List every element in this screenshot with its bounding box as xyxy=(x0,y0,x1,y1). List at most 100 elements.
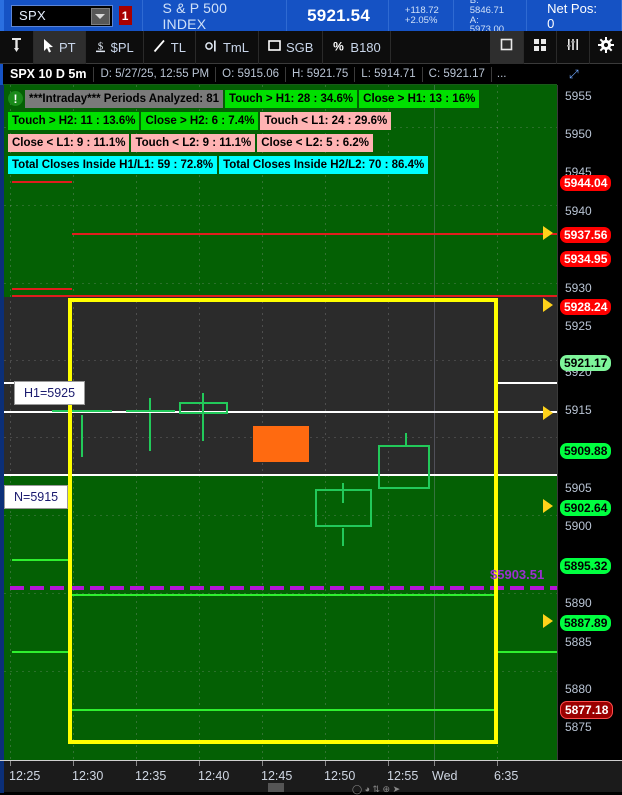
stat-chip: Close > H1: 13 : 16% xyxy=(359,90,480,108)
chevron-down-icon[interactable] xyxy=(90,7,110,25)
divider xyxy=(286,0,288,31)
stat-chip: Close > H2: 6 : 7.4% xyxy=(141,112,259,130)
tool-sgb[interactable]: SGB xyxy=(259,30,324,64)
axis-header: ⤢ xyxy=(557,64,622,85)
square-icon xyxy=(500,38,513,56)
gear-icon xyxy=(598,36,614,58)
axis-tick: 5900 xyxy=(565,519,592,533)
sliders-button[interactable] xyxy=(556,30,589,64)
time-label: 12:30 xyxy=(72,769,104,783)
symbol-input[interactable]: SPX xyxy=(11,4,113,27)
change-block: +118.72 +2.05% xyxy=(404,5,439,26)
stat-chip: Total Closes Inside H1/L1: 59 : 72.8% xyxy=(8,156,218,174)
lower-green-zone xyxy=(4,476,557,760)
stats-row: ! ***Intraday*** Periods Analyzed: 81 To… xyxy=(8,90,553,108)
grid-line xyxy=(4,283,557,284)
bid-value: B: 5846.71 xyxy=(469,0,505,16)
level-line-l2-stub xyxy=(12,651,72,653)
price-badge[interactable]: 5928.24 xyxy=(560,299,612,315)
stat-chip: Close < L2: 5 : 6.2% xyxy=(257,134,373,152)
grid-layout-button[interactable] xyxy=(523,30,556,64)
time-label: 6:35 xyxy=(494,769,519,783)
price-axis[interactable]: 5955 5950 5945 5940 5930 5925 5920 5915 … xyxy=(543,85,622,760)
stats-row: Touch > H2: 11 : 13.6% Close > H2: 6 : 7… xyxy=(8,112,553,130)
stat-chip: Total Closes Inside H2/L2: 70 : 86.4% xyxy=(219,156,429,174)
ohlc-high: H: 5921.75 xyxy=(285,66,354,82)
drawing-toolbar: PT $ $PL TL TmL SGB % B180 xyxy=(0,30,622,64)
level-line-l2 xyxy=(72,709,497,711)
grid-line xyxy=(4,360,557,361)
stats-row: Total Closes Inside H1/L1: 59 : 72.8% To… xyxy=(8,156,553,174)
divider xyxy=(526,0,528,31)
price-badge[interactable]: 5877.18 xyxy=(560,701,614,719)
grid-icon xyxy=(533,38,547,57)
level-line-h2-stub xyxy=(12,181,72,183)
grid-line xyxy=(199,85,200,760)
selection-rectangle[interactable] xyxy=(68,298,498,744)
crosshair-icon[interactable]: ⤢ xyxy=(569,67,579,81)
price-badge[interactable]: 5895.32 xyxy=(560,558,612,574)
price-badge[interactable]: 5934.95 xyxy=(560,251,612,267)
price-badge[interactable]: 5944.04 xyxy=(560,175,612,191)
tool-sgb-label: SGB xyxy=(285,39,314,55)
ohlc-date: D: 5/27/25, 12:55 PM xyxy=(93,66,215,82)
n-annotation-label[interactable]: N=5915 xyxy=(4,485,69,509)
level-line-neutral xyxy=(4,411,557,413)
chart-number-badge[interactable]: 1 xyxy=(118,6,132,25)
grid-line xyxy=(325,85,326,760)
change-percent: +2.05% xyxy=(404,14,438,26)
price-badge[interactable]: 5902.64 xyxy=(560,500,612,516)
price-badge[interactable]: 5887.89 xyxy=(560,615,612,631)
level-line-neutral-stub-right xyxy=(497,382,557,384)
price-badge-last[interactable]: 5921.17 xyxy=(560,355,612,371)
time-axis[interactable]: 12:25 12:30 12:35 12:40 12:45 12:50 12:5… xyxy=(0,760,622,794)
square-button[interactable] xyxy=(490,30,523,64)
price-badge[interactable]: 5937.56 xyxy=(560,227,612,243)
grid-line xyxy=(4,671,557,672)
stat-chip: Touch > H1: 28 : 34.6% xyxy=(225,90,358,108)
axis-tick: 5915 xyxy=(565,403,592,417)
symbol-input-value: SPX xyxy=(19,8,46,23)
tool-profit-loss-label: $PL xyxy=(110,39,134,55)
level-line-l2-right xyxy=(497,651,557,653)
ohlc-more[interactable]: ... xyxy=(490,66,512,82)
statistics-overlay: ! ***Intraday*** Periods Analyzed: 81 To… xyxy=(8,90,553,178)
scrollbar-handle[interactable] xyxy=(268,783,284,792)
alert-icon[interactable]: ! xyxy=(8,91,23,106)
axis-tick: 5905 xyxy=(565,481,592,495)
tool-pointer[interactable]: PT xyxy=(34,30,86,64)
svg-text:$: $ xyxy=(97,41,103,53)
time-label: 12:45 xyxy=(261,769,293,783)
price-badge[interactable]: 5909.88 xyxy=(560,443,612,459)
level-line-h1-right xyxy=(497,233,557,235)
tool-time-line[interactable]: TmL xyxy=(196,30,259,64)
divider xyxy=(141,0,143,31)
tool-trendline[interactable]: TL xyxy=(144,30,196,64)
level-line-h1-stub xyxy=(12,288,72,290)
last-price: 5921.54 xyxy=(307,5,370,25)
time-label: 12:35 xyxy=(135,769,167,783)
sliders-icon xyxy=(566,38,580,56)
settings-button[interactable] xyxy=(589,30,622,64)
ohlc-low: L: 5914.71 xyxy=(354,66,421,82)
h1-annotation-label[interactable]: H1=5925 xyxy=(14,381,86,405)
ohlc-info-bar: SPX 10 D 5m D: 5/27/25, 12:55 PM O: 5915… xyxy=(0,63,557,85)
tool-trendline-label: TL xyxy=(170,39,186,55)
accent-edge xyxy=(0,761,4,793)
dollar-icon: $ xyxy=(95,38,106,56)
axis-tick: 5880 xyxy=(565,682,592,696)
tool-profit-loss[interactable]: $ $PL xyxy=(86,30,144,64)
grid-line xyxy=(4,593,557,594)
accent-edge xyxy=(0,0,4,31)
time-label: 12:50 xyxy=(324,769,356,783)
grid-line xyxy=(4,205,557,206)
stat-chip: Touch < L2: 9 : 11.1% xyxy=(131,134,256,152)
level-arrow-icon xyxy=(543,614,553,628)
axis-tick: 5940 xyxy=(565,204,592,218)
accent-edge xyxy=(0,63,3,85)
chart-canvas[interactable]: $5903.51 H1=5925 N=5915 xyxy=(0,85,557,760)
divider xyxy=(452,0,454,31)
tool-b180[interactable]: % B180 xyxy=(323,30,391,64)
tool-pin[interactable] xyxy=(0,30,34,64)
axis-tick: 5885 xyxy=(565,635,592,649)
